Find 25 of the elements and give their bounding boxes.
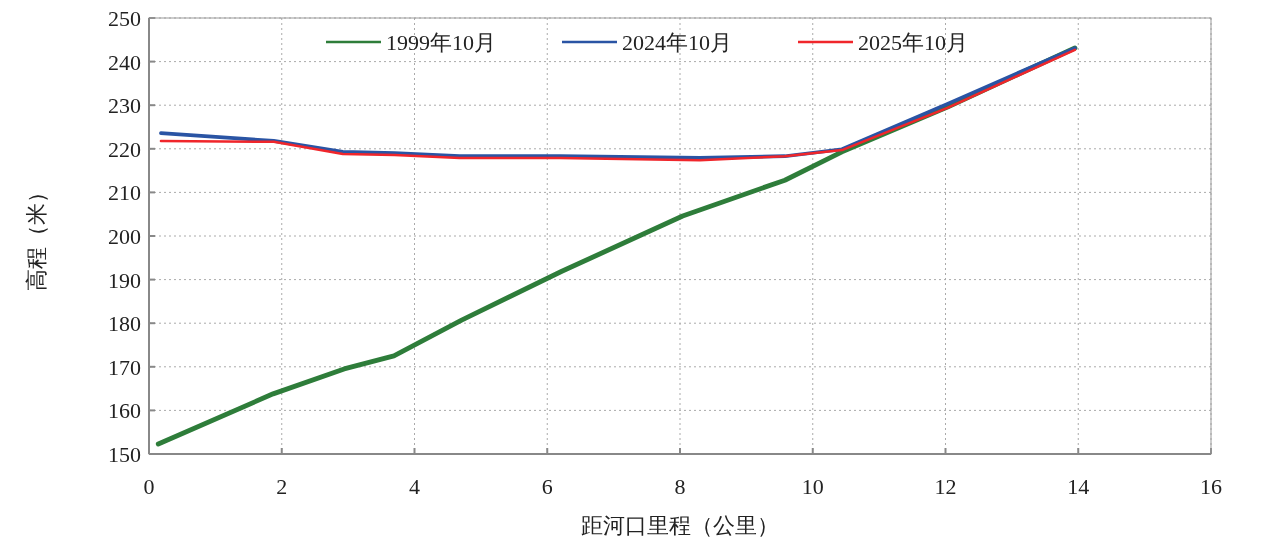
y-tick-label: 250 xyxy=(108,6,141,31)
x-tick-label: 14 xyxy=(1067,474,1090,499)
legend-label: 1999年10月 xyxy=(386,30,496,55)
x-tick-label: 8 xyxy=(674,474,686,499)
x-tick-label: 0 xyxy=(143,474,155,499)
y-tick-label: 160 xyxy=(108,398,141,424)
y-tick-label: 200 xyxy=(108,224,141,249)
y-tick-label: 240 xyxy=(108,49,141,75)
y-tick-label: 210 xyxy=(108,180,141,206)
y-tick-label: 230 xyxy=(108,93,141,119)
y-tick-label: 170 xyxy=(108,354,141,380)
legend-label: 2024年10月 xyxy=(622,30,732,55)
y-axis-title: 高程（米） xyxy=(24,181,49,291)
y-tick-label: 220 xyxy=(108,136,141,162)
x-tick-label: 2 xyxy=(276,474,288,499)
y-tick-label: 190 xyxy=(108,267,141,293)
x-tick-label: 10 xyxy=(801,474,824,499)
x-tick-label: 12 xyxy=(934,474,957,499)
x-axis-title: 距河口里程（公里） xyxy=(581,513,779,538)
x-tick-label: 16 xyxy=(1200,474,1222,499)
x-tick-label: 6 xyxy=(541,474,553,499)
y-tick-label: 150 xyxy=(108,442,141,467)
y-tick-label: 180 xyxy=(108,311,141,337)
legend-label: 2025年10月 xyxy=(858,30,968,55)
x-tick-label: 4 xyxy=(409,474,420,499)
